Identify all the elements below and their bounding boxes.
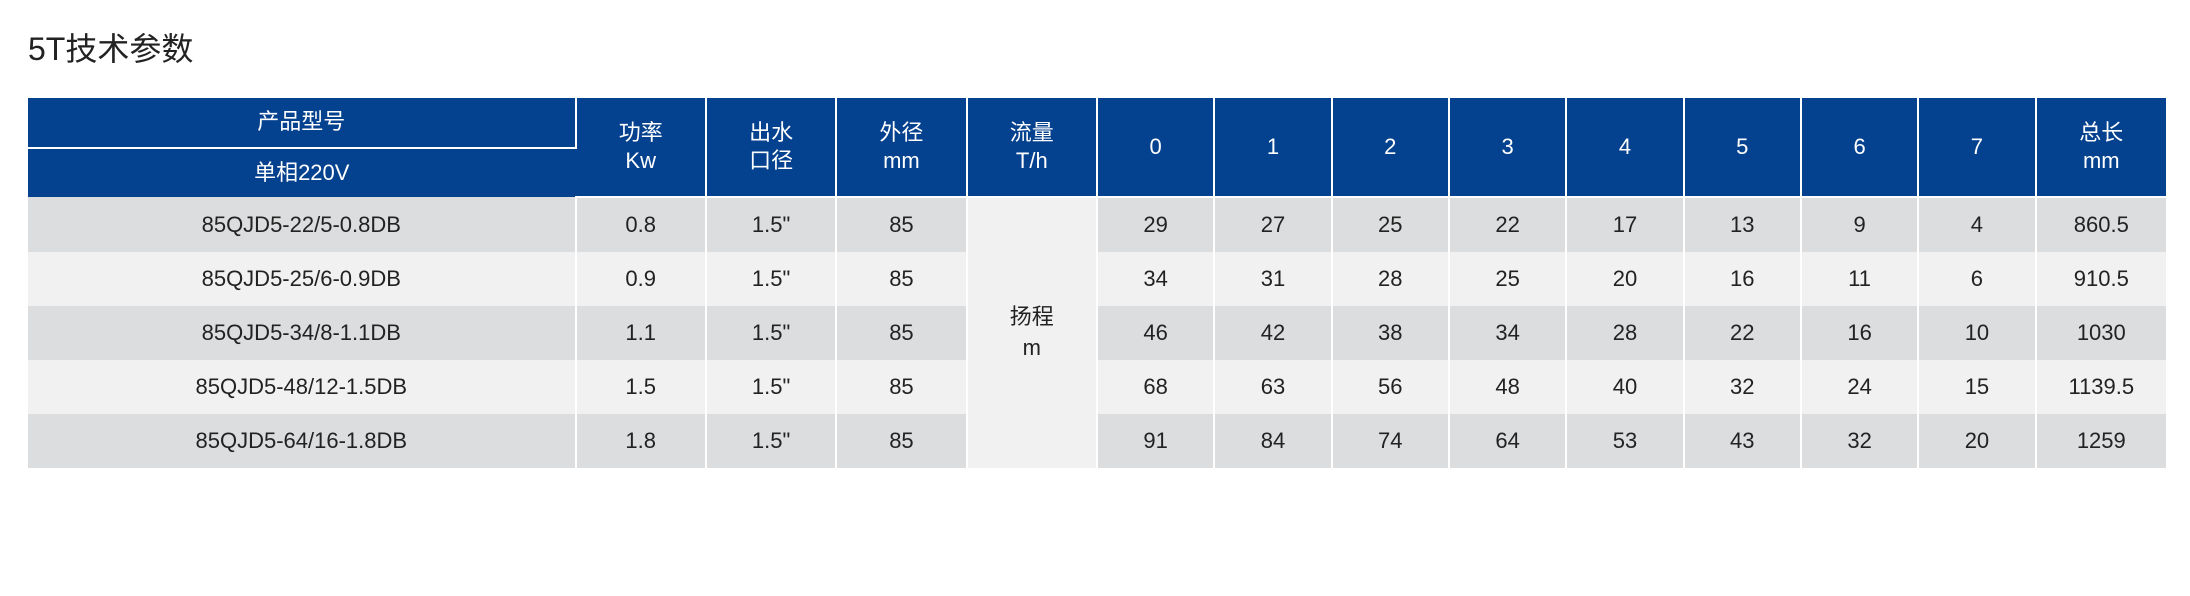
kw-cell: 1.8 (576, 414, 706, 468)
th-model: 产品型号 (28, 98, 576, 148)
value-cell-4: 17 (1566, 197, 1683, 252)
th-n0: 0 (1097, 98, 1214, 197)
model-cell: 85QJD5-22/5-0.8DB (28, 197, 576, 252)
value-cell-4: 53 (1566, 414, 1683, 468)
value-cell-4: 20 (1566, 252, 1683, 306)
len-cell: 910.5 (2036, 252, 2166, 306)
th-n3: 3 (1449, 98, 1566, 197)
value-cell-3: 25 (1449, 252, 1566, 306)
value-cell-3: 64 (1449, 414, 1566, 468)
value-cell-1: 42 (1214, 306, 1331, 360)
page-title: 5T技术参数 (28, 24, 2166, 70)
od-cell: 85 (836, 306, 966, 360)
value-cell-6: 16 (1801, 306, 1918, 360)
value-cell-5: 22 (1684, 306, 1801, 360)
value-cell-5: 32 (1684, 360, 1801, 414)
value-cell-7: 6 (1918, 252, 2035, 306)
value-cell-6: 11 (1801, 252, 1918, 306)
th-diameter: 外径mm (836, 98, 966, 197)
kw-cell: 1.5 (576, 360, 706, 414)
value-cell-4: 28 (1566, 306, 1683, 360)
kw-cell: 1.1 (576, 306, 706, 360)
table-row: 85QJD5-22/5-0.8DB0.81.5"85扬程m29272522171… (28, 197, 2166, 252)
value-cell-6: 9 (1801, 197, 1918, 252)
value-cell-7: 15 (1918, 360, 2035, 414)
value-cell-3: 22 (1449, 197, 1566, 252)
value-cell-0: 91 (1097, 414, 1214, 468)
value-cell-2: 25 (1332, 197, 1449, 252)
value-cell-1: 31 (1214, 252, 1331, 306)
value-cell-0: 34 (1097, 252, 1214, 306)
value-cell-0: 29 (1097, 197, 1214, 252)
od-cell: 85 (836, 252, 966, 306)
len-cell: 1139.5 (2036, 360, 2166, 414)
model-cell: 85QJD5-64/16-1.8DB (28, 414, 576, 468)
value-cell-0: 46 (1097, 306, 1214, 360)
table-row: 85QJD5-34/8-1.1DB1.11.5"85 46423834282216… (28, 306, 2166, 360)
outlet-cell: 1.5" (706, 252, 836, 306)
len-cell: 1030 (2036, 306, 2166, 360)
th-n2: 2 (1332, 98, 1449, 197)
od-cell: 85 (836, 414, 966, 468)
model-cell: 85QJD5-25/6-0.9DB (28, 252, 576, 306)
value-cell-5: 43 (1684, 414, 1801, 468)
value-cell-7: 4 (1918, 197, 2035, 252)
od-cell: 85 (836, 197, 966, 252)
model-cell: 85QJD5-34/8-1.1DB (28, 306, 576, 360)
value-cell-6: 32 (1801, 414, 1918, 468)
len-cell: 860.5 (2036, 197, 2166, 252)
value-cell-1: 84 (1214, 414, 1331, 468)
th-n7: 7 (1918, 98, 2035, 197)
value-cell-2: 74 (1332, 414, 1449, 468)
len-cell: 1259 (2036, 414, 2166, 468)
value-cell-0: 68 (1097, 360, 1214, 414)
value-cell-3: 48 (1449, 360, 1566, 414)
th-n4: 4 (1566, 98, 1683, 197)
th-n1: 1 (1214, 98, 1331, 197)
th-power: 功率Kw (576, 98, 706, 197)
th-outlet: 出水口径 (706, 98, 836, 197)
table-row: 85QJD5-25/6-0.9DB0.91.5"85 34312825201611… (28, 252, 2166, 306)
value-cell-4: 40 (1566, 360, 1683, 414)
od-cell: 85 (836, 360, 966, 414)
value-cell-2: 56 (1332, 360, 1449, 414)
outlet-cell: 1.5" (706, 414, 836, 468)
th-n6: 6 (1801, 98, 1918, 197)
value-cell-7: 10 (1918, 306, 2035, 360)
value-cell-6: 24 (1801, 360, 1918, 414)
value-cell-3: 34 (1449, 306, 1566, 360)
value-cell-2: 28 (1332, 252, 1449, 306)
th-model-sub: 单相220V (28, 148, 576, 198)
value-cell-1: 27 (1214, 197, 1331, 252)
model-cell: 85QJD5-48/12-1.5DB (28, 360, 576, 414)
outlet-cell: 1.5" (706, 360, 836, 414)
th-total-len: 总长mm (2036, 98, 2166, 197)
value-cell-1: 63 (1214, 360, 1331, 414)
head-lift-label: 扬程m (967, 197, 1097, 468)
value-cell-5: 13 (1684, 197, 1801, 252)
kw-cell: 0.8 (576, 197, 706, 252)
outlet-cell: 1.5" (706, 197, 836, 252)
table-row: 85QJD5-64/16-1.8DB1.81.5"85 9184746453433… (28, 414, 2166, 468)
value-cell-2: 38 (1332, 306, 1449, 360)
outlet-cell: 1.5" (706, 306, 836, 360)
th-n5: 5 (1684, 98, 1801, 197)
spec-table: 产品型号 功率Kw 出水口径 外径mm 流量T/h 0 1 2 3 4 5 6 … (28, 98, 2166, 468)
kw-cell: 0.9 (576, 252, 706, 306)
table-row: 85QJD5-48/12-1.5DB1.51.5"85 6863564840322… (28, 360, 2166, 414)
th-flow: 流量T/h (967, 98, 1097, 197)
value-cell-5: 16 (1684, 252, 1801, 306)
value-cell-7: 20 (1918, 414, 2035, 468)
